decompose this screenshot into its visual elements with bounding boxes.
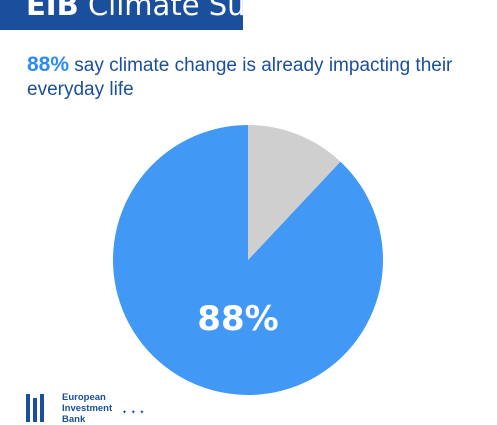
headline-stat: 88% bbox=[27, 53, 70, 76]
header-title-text: Climate Survey bbox=[87, 0, 243, 22]
logo-bar bbox=[40, 394, 44, 422]
header-banner: EIB Climate Survey bbox=[0, 0, 243, 30]
pie-data-label: 88% bbox=[197, 299, 278, 339]
header-brand: EIB bbox=[26, 0, 79, 22]
headline-text: say climate change is already impacting … bbox=[27, 55, 453, 100]
pie-slice bbox=[248, 125, 341, 260]
eu-stars-icon: ✦ ✦ ✦ bbox=[122, 410, 146, 416]
logo-bar bbox=[26, 394, 30, 422]
header-title: EIB Climate Survey bbox=[26, 0, 243, 22]
logo-bar bbox=[33, 398, 37, 422]
eib-logo-text: European Investment Bank bbox=[62, 392, 113, 425]
eib-logo-mark bbox=[26, 394, 56, 424]
headline: 88% say climate change is already impact… bbox=[27, 53, 467, 102]
